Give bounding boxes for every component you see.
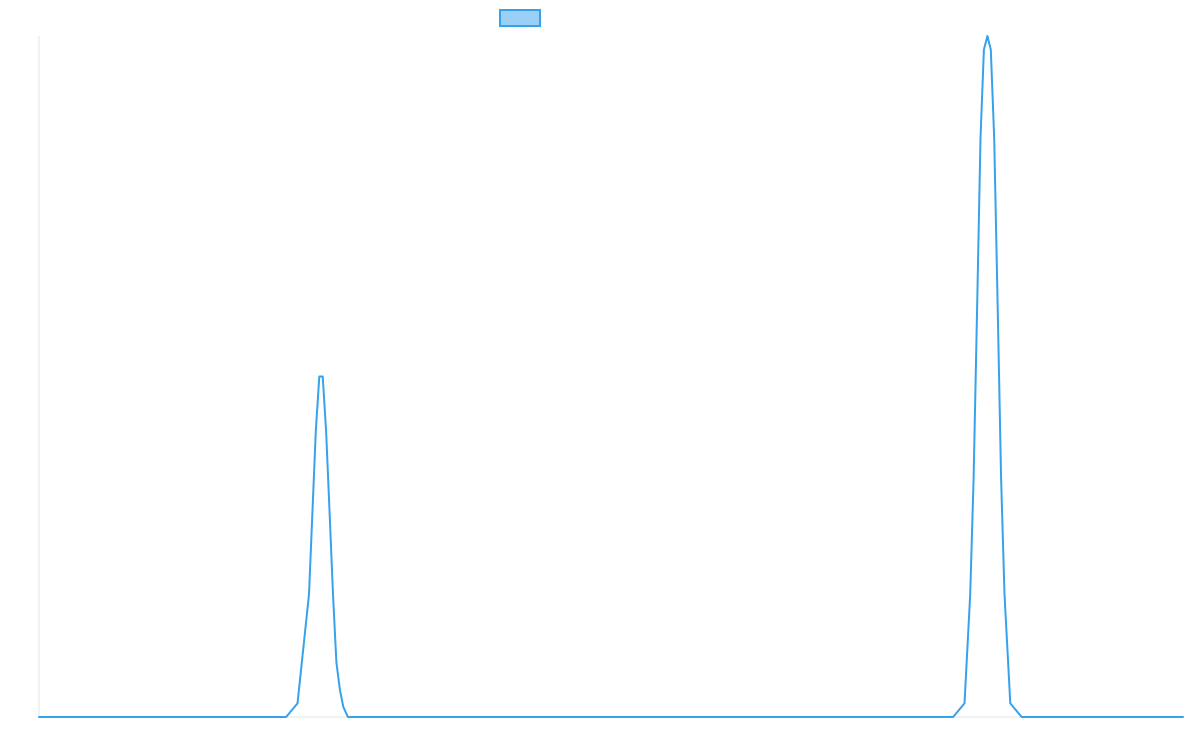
- series-line: [38, 35, 1184, 718]
- legend: [499, 9, 541, 27]
- plot-area: [38, 35, 1184, 718]
- axes: [38, 36, 1183, 718]
- legend-swatch: [499, 9, 541, 27]
